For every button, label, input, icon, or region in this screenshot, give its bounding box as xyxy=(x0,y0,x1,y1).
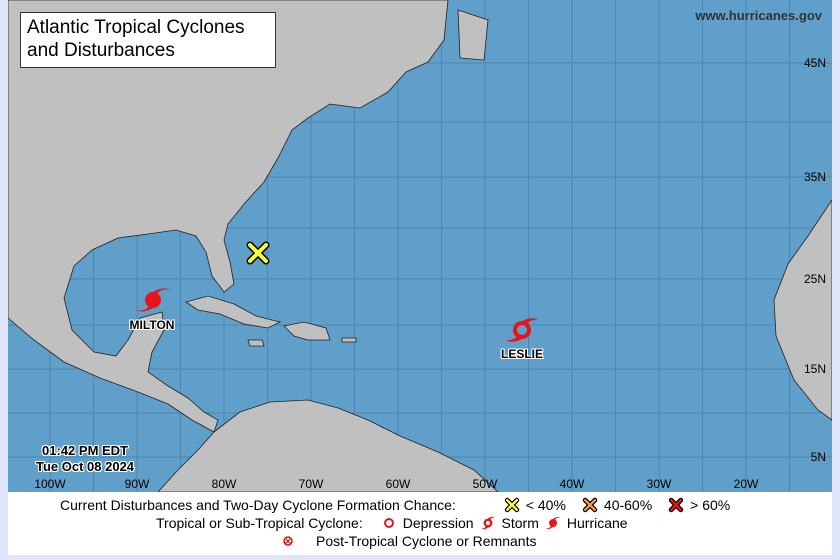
cuba xyxy=(185,295,282,329)
formation-high: > 60% xyxy=(690,497,731,513)
leslie-label: LESLIE xyxy=(500,347,544,361)
longitude-label: 100W xyxy=(34,477,66,491)
map: Atlantic Tropical Cyclones and Disturban… xyxy=(8,0,832,492)
yellow-x-icon xyxy=(504,497,520,513)
latitude-label: 25N xyxy=(803,272,826,286)
longitude-label: 30W xyxy=(646,477,672,491)
site-url[interactable]: www.hurricanes.gov xyxy=(695,8,822,23)
milton-hurricane-icon[interactable] xyxy=(135,288,171,312)
orange-x-icon xyxy=(582,497,598,513)
post-tropical-icon xyxy=(283,536,293,546)
jamaica xyxy=(247,339,265,347)
legend-hurricane: Hurricane xyxy=(566,515,628,531)
south-america xyxy=(157,399,499,492)
longitude-label: 60W xyxy=(385,477,411,491)
map-title: Atlantic Tropical Cyclones and Disturban… xyxy=(20,12,276,68)
legend: Current Disturbances and Two-Day Cyclone… xyxy=(8,492,832,555)
formation-medium: 40-60% xyxy=(603,497,653,513)
cyclone-title: Tropical or Sub-Tropical Cyclone: xyxy=(156,515,363,531)
longitude-label: 20W xyxy=(733,477,759,491)
longitude-label: 50W xyxy=(472,477,498,491)
latitude-label: 5N xyxy=(810,450,826,464)
land xyxy=(8,0,832,492)
longitude-label: 80W xyxy=(211,477,237,491)
latitude-label: 35N xyxy=(803,170,826,184)
longitude-label: 40W xyxy=(559,477,585,491)
hispaniola xyxy=(283,321,331,341)
leslie-storm-icon[interactable] xyxy=(506,318,538,342)
formation-low: < 40% xyxy=(525,497,566,513)
longitude-label: 70W xyxy=(298,477,324,491)
africa xyxy=(773,199,832,421)
timestamp-time: 01:42 PM EDT xyxy=(42,443,129,458)
depression-icon xyxy=(383,518,394,528)
red-x-icon xyxy=(668,497,684,513)
newfoundland xyxy=(457,9,489,61)
latitude-label: 45N xyxy=(803,56,826,70)
legend-depression: Depression xyxy=(402,515,474,531)
disturbance-x-icon[interactable] xyxy=(246,241,270,265)
timestamp-date: Tue Oct 08 2024 xyxy=(36,459,135,474)
longitude-label: 90W xyxy=(124,477,150,491)
storm-icon xyxy=(481,516,494,530)
timestamp: 01:42 PM EDT Tue Oct 08 2024 xyxy=(36,443,134,475)
milton-label: MILTON xyxy=(129,318,175,332)
puerto-rico xyxy=(341,337,357,343)
legend-post-tropical: Post-Tropical Cyclone or Remnants xyxy=(316,533,537,549)
hurricane-icon xyxy=(545,516,561,530)
latitude-label: 15N xyxy=(803,362,826,376)
formation-title: Current Disturbances and Two-Day Cyclone… xyxy=(60,497,456,513)
map-canvas xyxy=(8,0,832,492)
legend-storm: Storm xyxy=(501,515,539,531)
